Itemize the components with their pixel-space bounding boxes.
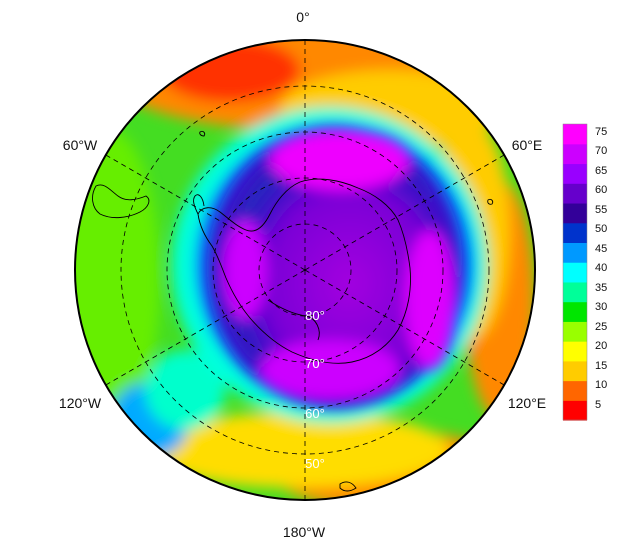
colorbar-swatch [563,124,587,145]
graticule-meridian-300 [105,154,306,271]
field-vortex-magenta-bottom [260,340,400,400]
graticule-meridian-60 [304,154,505,271]
colorbar-swatch [563,143,587,165]
colorbar: 75 70 65 60 55 50 45 40 35 30 25 20 15 1… [562,123,607,421]
coastline-south-america [92,184,150,219]
colorbar-swatch [563,163,587,184]
graticule-meridian-120 [304,269,505,386]
colorbar-frame [562,123,588,421]
colorbar-swatch [563,183,587,204]
longitude-labels: 0° 60°W 60°E 120°W 120°E 180°W [59,9,546,540]
coastline-island-north [199,130,206,137]
colorbar-tick: 55 [595,204,607,216]
colorbar-tick: 25 [595,321,607,333]
colorbar-swatch [563,321,587,342]
coastline-new-zealand [339,481,357,492]
field-vortex-magenta-right [405,230,455,370]
lat-label-60: 60° [305,406,325,421]
lon-label-0: 0° [296,9,309,25]
colorbar-tick: 70 [595,145,607,157]
coastline-ice-shelf-ross [267,299,320,341]
colorbar-ticks: 75 70 65 60 55 50 45 40 35 30 25 20 15 1… [595,126,607,411]
colorbar-tick: 35 [595,282,607,294]
colorbar-swatch [563,222,587,243]
colorbar-swatch [563,400,587,421]
latitude-labels: 80° 70° 60° 50° [305,308,325,471]
coastline-antarctic-peninsula [193,194,205,215]
coastline-antarctica [197,178,411,364]
colorbar-swatch [563,281,587,303]
data-field [75,40,535,500]
colorbar-swatch [563,202,587,224]
colorbar-tick: 75 [595,126,607,138]
colorbar-tick: 10 [595,379,607,391]
colorbar-swatch [563,262,587,283]
coastline-island-east [487,198,494,205]
colorbar-tick: 60 [595,184,607,196]
colorbar-tick: 30 [595,301,607,313]
field-vortex-magenta-left [223,220,267,320]
graticule-meridian-240 [105,269,306,386]
colorbar-tick: 20 [595,340,607,352]
field-vortex-magenta-top [270,130,410,190]
lon-label-120e: 120°E [508,395,546,411]
map-boundary [74,39,536,501]
lon-label-60w: 60°W [63,137,98,153]
colorbar-swatch [563,242,587,263]
colorbar-swatch [563,301,587,322]
lon-label-120w: 120°W [59,395,102,411]
field-top-red [160,40,300,102]
field-left-cyan [145,350,225,430]
colorbar-swatch [563,360,587,382]
lon-label-60e: 60°E [512,137,543,153]
lat-label-50: 50° [305,456,325,471]
colorbar-tick: 45 [595,243,607,255]
colorbar-swatch [563,380,587,401]
colorbar-tick: 65 [595,165,607,177]
graticule [105,40,505,500]
colorbar-tick: 50 [595,223,607,235]
coastlines [92,130,494,492]
lat-label-80: 80° [305,308,325,323]
lat-label-70: 70° [305,356,325,371]
field-bottom-yellow [150,412,450,488]
colorbar-tick: 5 [595,399,601,411]
lon-label-180w: 180°W [283,524,326,540]
colorbar-swatch [563,341,587,362]
colorbar-tick: 15 [595,360,607,372]
colorbar-swatches [563,124,587,421]
colorbar-tick: 40 [595,262,607,274]
